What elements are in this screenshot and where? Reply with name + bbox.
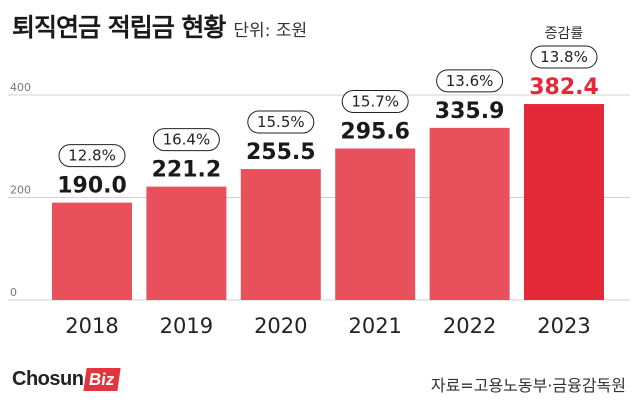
x-tick-label: 2023 (537, 314, 590, 338)
growth-rate-pill (341, 90, 409, 114)
growth-rate-label: 13.8% (540, 48, 588, 66)
source-note: 자료=고용노동부·금융감독원 (430, 376, 626, 395)
growth-rate-pill (58, 144, 126, 168)
bar (335, 148, 416, 300)
bar (524, 104, 604, 301)
y-tick-label: 400 (10, 81, 31, 94)
growth-rate-label: 15.7% (351, 93, 399, 111)
value-label: 335.9 (435, 99, 505, 124)
value-label: 255.5 (246, 140, 316, 165)
growth-rate-pill (247, 110, 315, 134)
x-tick-label: 2020 (254, 314, 307, 338)
growth-header-label: 증감률 (545, 26, 584, 42)
value-label: 190.0 (57, 174, 127, 199)
growth-rate-label: 12.8% (68, 147, 116, 165)
x-tick-label: 2022 (443, 314, 496, 338)
y-tick-label: 200 (10, 184, 31, 197)
growth-rate-pill (530, 45, 598, 69)
unit-label: 단위: 조원 (233, 21, 308, 41)
y-tick-label: 0 (10, 286, 17, 299)
title-row: 퇴직연금 적립금 현황 단위: 조원 (12, 8, 307, 44)
value-label: 295.6 (340, 120, 410, 145)
bar (240, 169, 321, 300)
logo-box-text: Biz (83, 368, 121, 391)
chosunbiz-logo: Chosun Biz (12, 368, 121, 391)
logo-main-text: Chosun (12, 368, 84, 390)
x-tick-label: 2021 (348, 314, 401, 338)
growth-rate-label: 15.5% (257, 113, 305, 131)
bar (429, 127, 510, 300)
growth-rate-pill (436, 69, 504, 93)
x-tick-label: 2019 (160, 314, 213, 338)
value-label: 382.4 (529, 75, 599, 100)
growth-rate-pill (152, 128, 220, 152)
chart-title: 퇴직연금 적립금 현황 (12, 13, 226, 42)
growth-rate-label: 16.4% (163, 131, 211, 149)
value-label: 221.2 (152, 158, 222, 183)
bar (52, 202, 132, 300)
x-tick-label: 2018 (65, 314, 118, 338)
bar (146, 186, 227, 300)
growth-rate-label: 13.6% (446, 72, 494, 90)
